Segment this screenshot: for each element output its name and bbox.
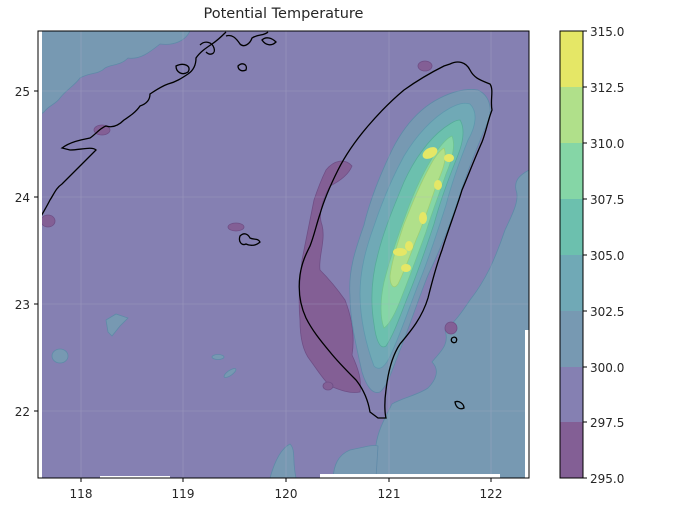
no-data-edges	[38, 31, 529, 478]
x-tick-label: 118	[70, 487, 93, 501]
coastlines	[38, 31, 493, 419]
x-tick-label: 120	[275, 487, 298, 501]
colorbar-tick-label: 307.5	[590, 193, 624, 207]
colorbar-tick-label: 300.0	[590, 361, 624, 375]
x-tick-label: 121	[378, 487, 401, 501]
x-tick-label: 122	[480, 487, 503, 501]
contour-fill	[38, 31, 529, 478]
colorbar: 315.0 312.5 310.0 307.5 305.0 302.5 300.…	[559, 25, 624, 486]
y-axis-ticks	[34, 90, 38, 412]
x-tick-label: 119	[172, 487, 195, 501]
axes-frame	[37, 30, 530, 479]
y-tick-label: 24	[15, 191, 30, 205]
colorbar-tick-label: 312.5	[590, 81, 624, 95]
colorbar-tick-label: 295.0	[590, 472, 624, 486]
y-tick-label: 25	[15, 85, 30, 99]
colorbar-tick-label: 302.5	[590, 305, 624, 319]
chart-title: Potential Temperature	[203, 6, 364, 22]
colorbar-tick-label: 297.5	[590, 416, 624, 430]
y-axis-tick-labels: 25 24 23 22	[15, 85, 30, 419]
x-axis-ticks	[80, 478, 492, 482]
colorbar-tick-label: 315.0	[590, 25, 624, 39]
x-axis-tick-labels: 118 119 120 121 122	[70, 487, 503, 501]
y-tick-label: 23	[15, 298, 30, 312]
colorbar-tick-label: 310.0	[590, 137, 624, 151]
colorbar-tick-label: 305.0	[590, 249, 624, 263]
gridlines	[38, 31, 529, 478]
y-tick-label: 22	[15, 405, 30, 419]
